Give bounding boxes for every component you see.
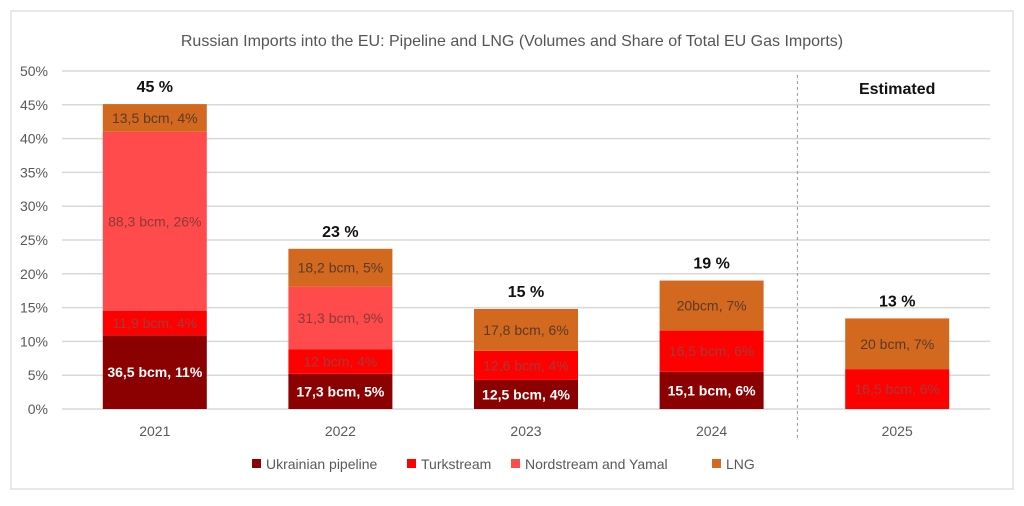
- data-label: 15,1 bcm, 6%: [668, 382, 756, 398]
- bar-segment: [288, 373, 393, 409]
- y-tick-label: 10%: [20, 333, 48, 349]
- y-tick-label: 35%: [20, 164, 48, 180]
- total-label: 19 %: [693, 256, 729, 273]
- bar-segment: [659, 371, 764, 409]
- y-tick-label: 20%: [20, 266, 48, 282]
- x-tick-label: 2023: [510, 423, 541, 439]
- y-tick-label: 0%: [28, 401, 48, 417]
- data-label: 17,3 bcm, 5%: [296, 383, 384, 399]
- data-label: 88,3 bcm, 26%: [108, 213, 201, 229]
- estimated-annotation: Estimated: [859, 81, 935, 98]
- bar-segment: [845, 318, 950, 370]
- data-label: 20 bcm, 7%: [860, 336, 934, 352]
- data-label: 16,5 bcm, 6%: [669, 343, 755, 359]
- y-tick-label: 50%: [20, 63, 48, 79]
- bar-segment: [659, 330, 764, 372]
- legend-label: Nordstream and Yamal: [525, 456, 668, 472]
- bar-segment: [845, 369, 950, 409]
- x-tick-label: 2024: [696, 423, 727, 439]
- data-label: 20bcm, 7%: [677, 298, 747, 314]
- legend-swatch: [407, 459, 416, 468]
- data-label: 17,8 bcm, 6%: [483, 322, 569, 338]
- bar-segment: [659, 280, 764, 331]
- total-label: 45 %: [137, 79, 173, 96]
- total-label: 13 %: [879, 293, 915, 310]
- y-tick-label: 40%: [20, 131, 48, 147]
- y-tick-label: 5%: [28, 367, 48, 383]
- legend-label: LNG: [726, 456, 755, 472]
- total-label: 15 %: [508, 284, 544, 301]
- y-tick-label: 30%: [20, 198, 48, 214]
- bar-segment: [102, 335, 207, 409]
- bar-segment: [474, 308, 578, 351]
- y-tick-label: 15%: [20, 300, 48, 316]
- bar-segment: [288, 286, 393, 350]
- legend-swatch: [511, 459, 520, 468]
- total-label: 23 %: [322, 224, 358, 241]
- x-tick-label: 2025: [882, 423, 913, 439]
- data-label: 11,9 bcm, 4%: [113, 315, 198, 331]
- x-tick-label: 2022: [325, 423, 356, 439]
- bar-segment: [288, 349, 393, 374]
- bar-segment: [102, 104, 207, 132]
- bar-segment: [102, 131, 207, 311]
- x-tick-label: 2021: [139, 423, 170, 439]
- bar-segment: [474, 350, 578, 380]
- legend-label: Turkstream: [421, 456, 491, 472]
- legend-label: Ukrainian pipeline: [266, 456, 378, 472]
- data-label: 12 bcm, 4%: [303, 354, 377, 370]
- data-label: 36,5 bcm, 11%: [107, 364, 203, 380]
- y-tick-label: 25%: [20, 232, 48, 248]
- bar-segment: [474, 379, 578, 409]
- data-label: 12,6 bcm, 4%: [483, 357, 569, 373]
- data-label: 12,5 bcm, 4%: [482, 386, 570, 402]
- chart-title: Russian Imports into the EU: Pipeline an…: [181, 33, 843, 50]
- data-label: 31,3 bcm, 9%: [298, 310, 384, 326]
- legend-swatch: [712, 459, 721, 468]
- legend-swatch: [252, 459, 261, 468]
- data-label: 13,5 bcm, 4%: [112, 110, 198, 126]
- data-label: 18,2 bcm, 5%: [298, 260, 384, 276]
- bar-segment: [102, 310, 207, 336]
- data-label: 16,5 bcm, 6%: [854, 381, 940, 397]
- bar-segment: [288, 248, 393, 287]
- y-tick-label: 45%: [20, 97, 48, 113]
